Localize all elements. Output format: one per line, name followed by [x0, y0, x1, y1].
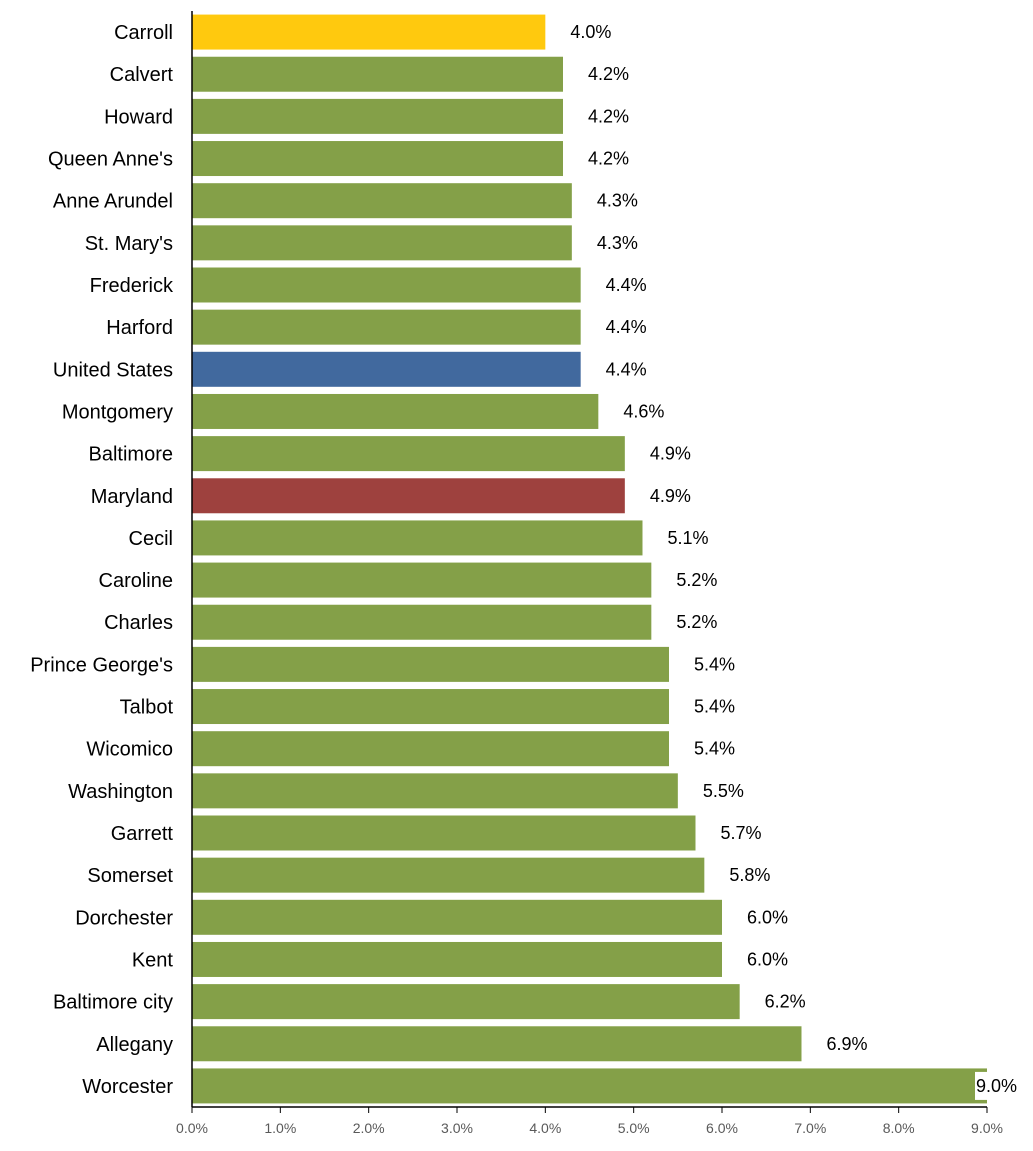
bar-harford — [192, 309, 581, 345]
value-label-background — [975, 1071, 1021, 1100]
bar-caroline — [192, 562, 652, 598]
bar-anne-arundel — [192, 183, 572, 219]
category-label: Baltimore city — [53, 992, 173, 1014]
category-label: Prince George's — [30, 654, 173, 676]
bar-washington — [192, 773, 678, 809]
category-label: Caroline — [99, 570, 173, 592]
axes-layer: 0.0% 1.0% 2.0% 3.0% 4.0% 5.0% 6.0% 7.0% 8.0% 9.0% — [176, 11, 1003, 1136]
value-label: 4.6% — [623, 401, 664, 421]
x-tick-label: 7.0% — [794, 1120, 826, 1136]
x-tick-label: 8.0% — [883, 1120, 915, 1136]
category-label: Somerset — [87, 865, 173, 887]
bar-talbot — [192, 689, 669, 725]
category-label: Frederick — [90, 275, 174, 297]
x-tick-label: 4.0% — [529, 1120, 561, 1136]
value-label: 4.3% — [597, 233, 638, 253]
category-labels: Carroll Calvert Howard Queen Anne's Anne Aru… — [30, 22, 174, 1098]
value-label: 5.4% — [694, 654, 735, 674]
x-tick-label: 6.0% — [706, 1120, 738, 1136]
value-label: 5.5% — [703, 781, 744, 801]
value-label: 4.4% — [606, 359, 647, 379]
value-label: 6.9% — [827, 1034, 868, 1054]
x-tick-label: 2.0% — [353, 1120, 385, 1136]
category-label: Queen Anne's — [48, 149, 173, 171]
value-label: 5.8% — [729, 865, 770, 885]
category-label: Dorchester — [75, 907, 173, 929]
bar-baltimore — [192, 436, 625, 472]
bar-montgomery — [192, 393, 599, 429]
category-label: Worcester — [82, 1076, 173, 1098]
category-label: Washington — [68, 781, 173, 803]
value-label: 4.2% — [588, 64, 629, 84]
category-label: Maryland — [91, 486, 173, 508]
x-tick-label: 3.0% — [441, 1120, 473, 1136]
value-label: 6.0% — [747, 907, 788, 927]
bar-dorchester — [192, 899, 722, 935]
x-tick-label: 0.0% — [176, 1120, 208, 1136]
category-label: Garrett — [111, 823, 174, 845]
bar-howard — [192, 98, 563, 134]
value-label: 4.2% — [588, 106, 629, 126]
bar-queen-anne-s — [192, 141, 563, 177]
x-tick-label: 1.0% — [264, 1120, 296, 1136]
x-tick-label: 5.0% — [618, 1120, 650, 1136]
value-labels: 4.0% 4.2% 4.2% 4.2% 4.3% 4.3% 4.4% 4.4% 4.4% 4.6%… — [570, 22, 1021, 1100]
bar-frederick — [192, 267, 581, 303]
category-label: Carroll — [114, 22, 173, 44]
value-label: 4.0% — [570, 22, 611, 42]
bar-maryland — [192, 478, 625, 514]
bar-united-states — [192, 351, 581, 387]
value-label: 4.4% — [606, 317, 647, 337]
category-label: Charles — [104, 612, 173, 634]
category-label: Anne Arundel — [53, 191, 173, 213]
category-label: St. Mary's — [85, 233, 173, 255]
category-label: Baltimore — [89, 444, 173, 466]
bar-prince-george-s — [192, 646, 669, 682]
value-label: 5.4% — [694, 697, 735, 717]
bars-layer — [192, 14, 987, 1104]
value-label: 4.9% — [650, 486, 691, 506]
category-label: Montgomery — [62, 401, 173, 423]
category-label: Allegany — [96, 1034, 173, 1056]
bar-calvert — [192, 56, 563, 92]
category-label: Calvert — [110, 64, 174, 86]
bar-allegany — [192, 1026, 802, 1062]
value-label: 5.7% — [721, 823, 762, 843]
category-label: Wicomico — [86, 739, 173, 761]
value-label: 5.2% — [676, 612, 717, 632]
value-label: 6.0% — [747, 949, 788, 969]
bar-worcester — [192, 1068, 987, 1104]
bar-wicomico — [192, 731, 669, 767]
bar-st-mary-s — [192, 225, 572, 261]
bar-carroll — [192, 14, 546, 50]
category-label: Kent — [132, 949, 174, 971]
category-label: United States — [53, 359, 173, 381]
x-tick-label: 9.0% — [971, 1120, 1003, 1136]
value-label: 4.9% — [650, 444, 691, 464]
category-label: Cecil — [129, 528, 173, 550]
bar-charles — [192, 604, 652, 640]
category-label: Talbot — [120, 697, 174, 719]
bar-garrett — [192, 815, 696, 851]
value-label: 9.0% — [976, 1076, 1017, 1096]
value-label: 4.3% — [597, 191, 638, 211]
category-label: Harford — [106, 317, 173, 339]
bar-cecil — [192, 520, 643, 556]
category-label: Howard — [104, 106, 173, 128]
value-label: 5.4% — [694, 739, 735, 759]
value-label: 6.2% — [765, 992, 806, 1012]
bar-baltimore-city — [192, 984, 740, 1020]
bar-somerset — [192, 857, 705, 893]
value-label: 4.2% — [588, 149, 629, 169]
value-label: 5.1% — [668, 528, 709, 548]
value-label: 4.4% — [606, 275, 647, 295]
bar-kent — [192, 941, 722, 977]
value-label: 5.2% — [676, 570, 717, 590]
